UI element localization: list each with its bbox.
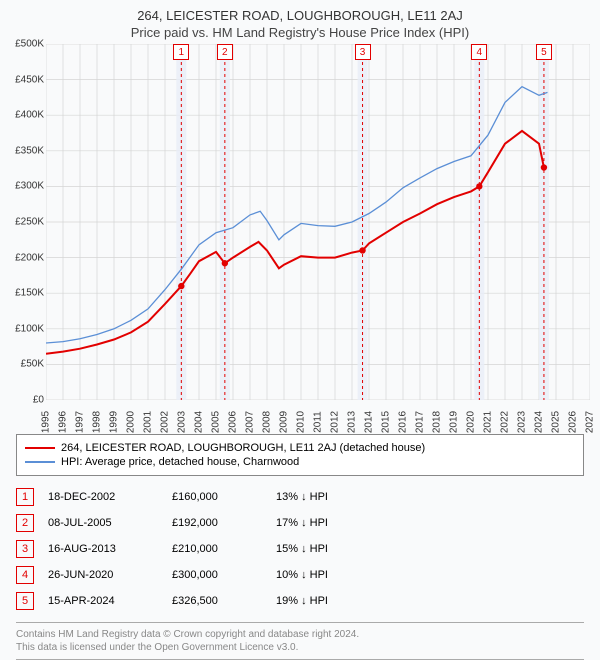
transaction-date: 26-JUN-2020: [48, 569, 158, 581]
sale-marker-3: 3: [355, 44, 371, 60]
sale-marker-labels: 1 2 3 4 5: [46, 44, 590, 400]
legend-item: HPI: Average price, detached house, Char…: [25, 455, 575, 469]
x-tick-label: 2013: [347, 411, 358, 433]
x-tick-label: 2011: [313, 411, 324, 433]
x-tick-label: 2005: [211, 411, 222, 433]
x-tick-label: 1997: [75, 411, 86, 433]
title-main: 264, LEICESTER ROAD, LOUGHBOROUGH, LE11 …: [0, 8, 600, 23]
x-tick-label: 2010: [296, 411, 307, 433]
transaction-price: £326,500: [172, 595, 262, 607]
transaction-table: 1 18-DEC-2002 £160,000 13% ↓ HPI 2 08-JU…: [16, 484, 584, 614]
transaction-pct: 13% ↓ HPI: [276, 491, 386, 503]
x-tick-label: 2002: [160, 411, 171, 433]
y-tick-label: £350K: [15, 145, 44, 156]
y-tick-label: £50K: [21, 359, 44, 370]
title-sub: Price paid vs. HM Land Registry's House …: [0, 25, 600, 40]
x-tick-label: 2009: [279, 411, 290, 433]
legend-item: 264, LEICESTER ROAD, LOUGHBOROUGH, LE11 …: [25, 441, 575, 455]
chart-container: 264, LEICESTER ROAD, LOUGHBOROUGH, LE11 …: [0, 0, 600, 650]
y-tick-label: £0: [33, 395, 44, 406]
y-tick-label: £450K: [15, 74, 44, 85]
title-block: 264, LEICESTER ROAD, LOUGHBOROUGH, LE11 …: [0, 0, 600, 44]
transaction-pct: 15% ↓ HPI: [276, 543, 386, 555]
transaction-number: 5: [16, 592, 34, 610]
transaction-row: 1 18-DEC-2002 £160,000 13% ↓ HPI: [16, 484, 584, 510]
sale-marker-1: 1: [173, 44, 189, 60]
transaction-number: 3: [16, 540, 34, 558]
x-tick-label: 2026: [568, 411, 579, 433]
x-tick-label: 2020: [466, 411, 477, 433]
transaction-pct: 19% ↓ HPI: [276, 595, 386, 607]
x-tick-label: 2021: [483, 411, 494, 433]
transaction-pct: 17% ↓ HPI: [276, 517, 386, 529]
legend-label: HPI: Average price, detached house, Char…: [61, 456, 299, 468]
x-tick-label: 2024: [534, 411, 545, 433]
transaction-price: £300,000: [172, 569, 262, 581]
transaction-date: 18-DEC-2002: [48, 491, 158, 503]
y-tick-label: £500K: [15, 39, 44, 50]
x-tick-label: 2027: [585, 411, 596, 433]
footer-line1: Contains HM Land Registry data © Crown c…: [16, 628, 584, 641]
y-axis: £0£50K£100K£150K£200K£250K£300K£350K£400…: [4, 44, 44, 400]
y-tick-label: £200K: [15, 252, 44, 263]
legend: 264, LEICESTER ROAD, LOUGHBOROUGH, LE11 …: [16, 434, 584, 476]
x-tick-label: 2015: [381, 411, 392, 433]
x-tick-label: 2003: [177, 411, 188, 433]
y-tick-label: £150K: [15, 288, 44, 299]
x-tick-label: 2008: [262, 411, 273, 433]
sale-marker-4: 4: [471, 44, 487, 60]
x-tick-label: 2001: [143, 411, 154, 433]
legend-swatch: [25, 447, 55, 449]
transaction-row: 4 26-JUN-2020 £300,000 10% ↓ HPI: [16, 562, 584, 588]
transaction-date: 15-APR-2024: [48, 595, 158, 607]
y-tick-label: £300K: [15, 181, 44, 192]
transaction-price: £192,000: [172, 517, 262, 529]
x-tick-label: 1999: [109, 411, 120, 433]
y-tick-label: £250K: [15, 217, 44, 228]
transaction-price: £210,000: [172, 543, 262, 555]
transaction-price: £160,000: [172, 491, 262, 503]
x-tick-label: 2014: [364, 411, 375, 433]
y-tick-label: £100K: [15, 323, 44, 334]
x-tick-label: 2000: [126, 411, 137, 433]
x-tick-label: 2016: [398, 411, 409, 433]
x-tick-label: 2004: [194, 411, 205, 433]
footer: Contains HM Land Registry data © Crown c…: [16, 622, 584, 660]
transaction-row: 3 16-AUG-2013 £210,000 15% ↓ HPI: [16, 536, 584, 562]
transaction-number: 2: [16, 514, 34, 532]
transaction-date: 08-JUL-2005: [48, 517, 158, 529]
x-tick-label: 2017: [415, 411, 426, 433]
x-tick-label: 2022: [500, 411, 511, 433]
transaction-row: 2 08-JUL-2005 £192,000 17% ↓ HPI: [16, 510, 584, 536]
x-tick-label: 2019: [449, 411, 460, 433]
x-tick-label: 2018: [432, 411, 443, 433]
x-tick-label: 2012: [330, 411, 341, 433]
x-axis: 1995199619971998199920002001200220032004…: [46, 400, 590, 424]
sale-marker-2: 2: [217, 44, 233, 60]
legend-swatch: [25, 461, 55, 462]
x-tick-label: 1996: [58, 411, 69, 433]
transaction-number: 1: [16, 488, 34, 506]
x-tick-label: 2023: [517, 411, 528, 433]
x-tick-label: 2006: [228, 411, 239, 433]
x-tick-label: 1995: [41, 411, 52, 433]
x-tick-label: 2007: [245, 411, 256, 433]
x-tick-label: 1998: [92, 411, 103, 433]
transaction-row: 5 15-APR-2024 £326,500 19% ↓ HPI: [16, 588, 584, 614]
legend-label: 264, LEICESTER ROAD, LOUGHBOROUGH, LE11 …: [61, 442, 425, 454]
footer-line2: This data is licensed under the Open Gov…: [16, 641, 584, 654]
x-tick-label: 2025: [551, 411, 562, 433]
transaction-date: 16-AUG-2013: [48, 543, 158, 555]
sale-marker-5: 5: [536, 44, 552, 60]
transaction-number: 4: [16, 566, 34, 584]
transaction-pct: 10% ↓ HPI: [276, 569, 386, 581]
y-tick-label: £400K: [15, 110, 44, 121]
chart-area: £0£50K£100K£150K£200K£250K£300K£350K£400…: [46, 44, 590, 424]
